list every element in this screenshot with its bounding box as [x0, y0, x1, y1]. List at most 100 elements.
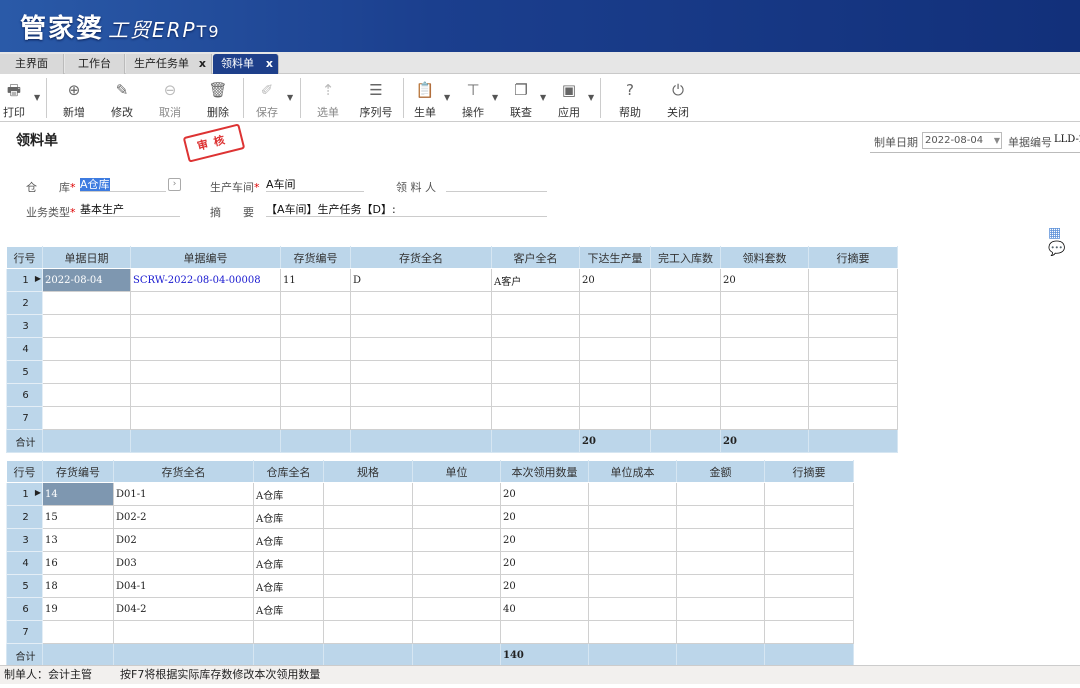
table-cell[interactable]	[588, 551, 677, 575]
table-cell[interactable]	[412, 482, 501, 506]
row-number[interactable]: 6	[6, 597, 43, 621]
table-cell[interactable]	[130, 383, 281, 407]
apply-dropdown-icon[interactable]: ▼	[588, 93, 595, 102]
table-cell[interactable]	[130, 360, 281, 384]
table-cell[interactable]	[579, 406, 651, 430]
table-cell[interactable]	[350, 360, 492, 384]
table-cell[interactable]	[130, 314, 281, 338]
table-cell[interactable]	[676, 505, 765, 529]
table-cell[interactable]	[808, 383, 898, 407]
serial-number-button[interactable]: ☰ 序列号	[354, 80, 398, 120]
table-cell[interactable]	[491, 314, 580, 338]
table-cell[interactable]	[720, 383, 809, 407]
row-number[interactable]: 6	[6, 383, 43, 407]
apply-button[interactable]: ▣ 应用	[547, 80, 591, 120]
table-row[interactable]: 3 13 D02 A仓库 20	[6, 528, 854, 552]
table-cell[interactable]	[280, 360, 351, 384]
table-row[interactable]: 7	[6, 406, 898, 430]
table-cell[interactable]	[676, 620, 765, 644]
table-row[interactable]: 2	[6, 291, 898, 315]
table-cell[interactable]: 20	[720, 268, 809, 292]
workshop-field[interactable]: A车间	[266, 178, 364, 192]
table-cell[interactable]: SCRW-2022-08-04-00008	[130, 268, 281, 292]
table-cell[interactable]: 20	[500, 505, 589, 529]
table-cell[interactable]: A仓库	[253, 574, 324, 598]
table-cell[interactable]	[323, 528, 413, 552]
table-cell[interactable]: D03	[113, 551, 254, 575]
table-row[interactable]: 5 18 D04-1 A仓库 20	[6, 574, 854, 598]
delete-button[interactable]: 🗑 删除	[196, 80, 240, 120]
row-number[interactable]: 1 ▶	[6, 482, 43, 506]
close-tab-icon[interactable]: x	[265, 57, 273, 70]
operate-dropdown-icon[interactable]: ▼	[492, 93, 499, 102]
column-header[interactable]: 单据编号	[130, 246, 281, 269]
table-cell[interactable]	[323, 620, 413, 644]
table-cell[interactable]	[579, 291, 651, 315]
table-cell[interactable]: D	[350, 268, 492, 292]
table-cell[interactable]: 13	[42, 528, 114, 552]
table-cell[interactable]	[676, 574, 765, 598]
generate-bill-button[interactable]: 📋 生单	[403, 80, 447, 120]
table-cell[interactable]	[412, 528, 501, 552]
table-cell[interactable]: 20	[579, 268, 651, 292]
table-cell[interactable]	[280, 406, 351, 430]
table-cell[interactable]	[764, 528, 854, 552]
table-cell[interactable]	[323, 551, 413, 575]
table-cell[interactable]	[720, 314, 809, 338]
table-cell[interactable]: D04-2	[113, 597, 254, 621]
table-cell[interactable]	[808, 291, 898, 315]
column-header[interactable]: 领料套数	[720, 246, 809, 269]
close-button[interactable]: ⏻ 关闭	[656, 80, 700, 120]
table-row[interactable]: 6 19 D04-2 A仓库 40	[6, 597, 854, 621]
row-number[interactable]: 2	[6, 291, 43, 315]
column-header[interactable]: 行号	[6, 460, 43, 483]
table-cell[interactable]	[720, 406, 809, 430]
table-cell[interactable]	[323, 574, 413, 598]
table-cell[interactable]	[412, 574, 501, 598]
column-header[interactable]: 完工入库数	[650, 246, 721, 269]
chat-icon[interactable]: 💬	[1048, 241, 1066, 257]
tab-main[interactable]: 主界面	[0, 54, 64, 74]
row-number[interactable]: 2	[6, 505, 43, 529]
table-cell[interactable]	[650, 314, 721, 338]
tab-production-task[interactable]: 生产任务单 x	[126, 54, 212, 74]
table-cell[interactable]	[253, 620, 324, 644]
column-header[interactable]: 金额	[676, 460, 765, 483]
table-cell[interactable]: A客户	[491, 268, 580, 292]
table-cell[interactable]	[588, 597, 677, 621]
warehouse-field[interactable]: A仓库	[80, 178, 166, 192]
row-number[interactable]: 7	[6, 406, 43, 430]
table-cell[interactable]	[650, 406, 721, 430]
table-cell[interactable]	[588, 528, 677, 552]
table-cell[interactable]: 2022-08-04	[42, 268, 131, 292]
table-cell[interactable]	[491, 383, 580, 407]
column-header[interactable]: 客户全名	[491, 246, 580, 269]
table-cell[interactable]	[579, 360, 651, 384]
table-row[interactable]: 1 ▶ 14 D01-1 A仓库 20	[6, 482, 854, 506]
table-cell[interactable]: D01-1	[113, 482, 254, 506]
select-bill-button[interactable]: ⇡ 选单	[306, 80, 350, 120]
chevron-down-icon[interactable]: ▼	[993, 136, 1000, 145]
table-cell[interactable]	[676, 597, 765, 621]
table-cell[interactable]	[588, 505, 677, 529]
table-cell[interactable]: 20	[500, 528, 589, 552]
table-row[interactable]: 4	[6, 337, 898, 361]
table-cell[interactable]: 20	[500, 482, 589, 506]
table-cell[interactable]	[764, 597, 854, 621]
row-number[interactable]: 1 ▶	[6, 268, 43, 292]
print-dropdown-icon[interactable]: ▼	[34, 93, 41, 102]
edit-button[interactable]: ✎ 修改	[100, 80, 144, 120]
table-row[interactable]: 2 15 D02-2 A仓库 20	[6, 505, 854, 529]
column-header[interactable]: 单据日期	[42, 246, 131, 269]
column-header[interactable]: 单位成本	[588, 460, 677, 483]
query-button[interactable]: ❐ 联查	[499, 80, 543, 120]
table-row[interactable]: 6	[6, 383, 898, 407]
generate-dropdown-icon[interactable]: ▼	[444, 93, 451, 102]
table-cell[interactable]	[323, 505, 413, 529]
column-header[interactable]: 规格	[323, 460, 413, 483]
cancel-button[interactable]: ⊖ 取消	[148, 80, 192, 120]
table-row[interactable]: 7	[6, 620, 854, 644]
table-cell[interactable]	[280, 337, 351, 361]
row-number[interactable]: 5	[6, 574, 43, 598]
column-header[interactable]: 行摘要	[808, 246, 898, 269]
